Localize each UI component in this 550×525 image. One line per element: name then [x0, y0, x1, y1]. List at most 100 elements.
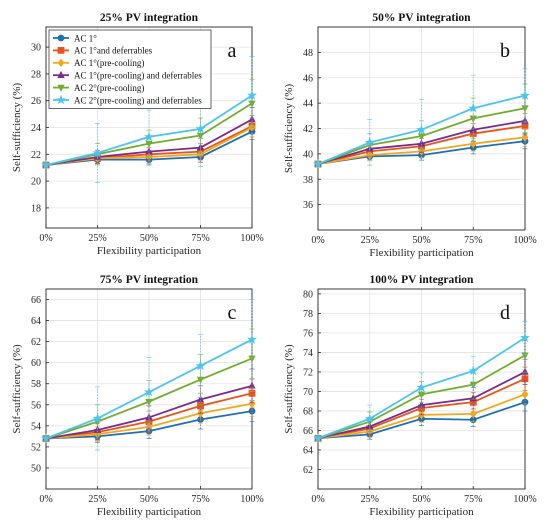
data-point [520, 332, 530, 343]
panel-letter: a [228, 40, 237, 62]
legend-swatch-marker [57, 47, 65, 54]
y-tick-label: 72 [303, 367, 313, 378]
data-point [468, 102, 479, 113]
data-point [195, 123, 206, 134]
y-tick-label: 56 [31, 400, 41, 411]
x-tick-label: 100% [513, 494, 536, 505]
panel-c: 50 52 54 56 58 60 62 64 66 0% 25% 50% 75% 100% 75% PV … [11, 274, 264, 518]
panel-letter: c [228, 302, 237, 324]
data-point [468, 365, 479, 376]
x-tick-label: 25% [88, 233, 106, 244]
legend-swatch-marker [56, 94, 66, 105]
y-tick-label: 58 [31, 379, 41, 390]
data-point [521, 375, 529, 383]
legend-entry: AC 1°(pre-cooling) [74, 58, 144, 68]
y-tick-label: 62 [303, 465, 313, 476]
data-point [41, 159, 51, 170]
series-6 [313, 320, 530, 443]
data-point [247, 334, 257, 344]
y-tick-label: 20 [31, 177, 41, 188]
panel-title: 75% PV integration [100, 274, 199, 286]
data-point [248, 355, 256, 363]
y-tick-label: 68 [303, 406, 313, 417]
data-point [92, 147, 103, 158]
legend-entry: AC 2°(pre-cooling) [74, 83, 144, 93]
x-tick-label: 50% [140, 233, 158, 244]
y-tick-label: 74 [303, 348, 313, 359]
panel-letter: d [500, 302, 510, 324]
data-point [195, 360, 206, 371]
y-axis-label: Self-sufficiency (%) [283, 84, 295, 174]
panel-b: 36 38 40 42 44 46 48 0% 25% 50% 75% 100% 50% PV inte… [283, 12, 537, 259]
series-6 [41, 299, 257, 451]
x-tick-label: 25% [361, 235, 379, 246]
panel-title: 100% PV integration [370, 274, 475, 286]
x-axis-label: Flexibility participation [97, 506, 202, 518]
data-point [313, 158, 323, 169]
y-tick-label: 30 [31, 43, 41, 54]
data-point [417, 400, 426, 408]
y-tick-label: 78 [303, 309, 313, 320]
y-axis-label: Self-sufficiency (%) [283, 344, 295, 434]
x-tick-label: 50% [140, 494, 158, 505]
y-axis-label: Self-sufficiency (%) [11, 344, 23, 434]
legend-entry: AC 1°(pre-cooling) and deferrables [74, 71, 202, 81]
data-point [364, 137, 375, 147]
y-tick-label: 44 [303, 99, 313, 110]
data-point [520, 90, 530, 100]
x-tick-label: 0% [39, 233, 52, 244]
data-point [144, 131, 154, 142]
y-tick-label: 76 [303, 328, 313, 339]
y-tick-label: 38 [303, 175, 313, 186]
series-6 [313, 68, 530, 169]
x-tick-label: 50% [412, 235, 430, 246]
y-tick-label: 52 [31, 442, 41, 453]
y-tick-label: 46 [303, 73, 313, 84]
x-tick-label: 75% [191, 494, 209, 505]
panel-d: 62 64 66 68 70 72 74 76 78 80 0% 25% 50% 75% 100% 100% … [283, 274, 537, 518]
data-point [469, 139, 477, 148]
panel-a: 18 20 22 24 26 28 30 0% 25% 50% 75% 100% 25% PV inte… [11, 12, 264, 257]
y-tick-label: 48 [303, 48, 313, 59]
panel-letter: b [500, 40, 510, 62]
y-tick-label: 42 [303, 124, 313, 135]
data-point [417, 133, 426, 141]
x-tick-label: 0% [311, 235, 324, 246]
data-point [521, 133, 529, 142]
x-tick-label: 0% [311, 494, 324, 505]
y-tick-label: 64 [31, 316, 41, 327]
y-tick-label: 60 [31, 358, 41, 369]
data-point [144, 386, 154, 397]
x-axis-label: Flexibility participation [369, 247, 474, 259]
y-tick-label: 40 [303, 149, 313, 160]
y-axis-label: Self-sufficiency (%) [11, 83, 23, 173]
legend-swatch-marker [57, 84, 65, 92]
x-tick-label: 100% [240, 494, 263, 505]
legend-entry: AC 1° [74, 33, 97, 43]
y-tick-label: 66 [303, 426, 313, 437]
x-tick-label: 100% [240, 233, 263, 244]
data-point [364, 413, 375, 423]
data-point [196, 376, 205, 384]
x-tick-label: 100% [513, 235, 536, 246]
x-axis-label: Flexibility participation [369, 506, 474, 518]
x-tick-label: 50% [412, 494, 430, 505]
data-point [469, 409, 477, 419]
y-tick-label: 36 [303, 200, 313, 211]
y-tick-label: 62 [31, 337, 41, 348]
data-point [248, 407, 256, 415]
y-tick-label: 50 [31, 463, 41, 474]
data-point [313, 433, 323, 443]
data-point [416, 382, 427, 392]
data-point [92, 413, 103, 423]
legend-box [48, 29, 212, 109]
data-point [196, 395, 205, 403]
y-tick-label: 22 [31, 150, 41, 161]
y-tick-label: 66 [31, 295, 41, 306]
data-point [41, 433, 51, 443]
x-tick-label: 75% [464, 494, 482, 505]
x-tick-label: 0% [39, 494, 52, 505]
y-tick-label: 24 [31, 123, 41, 134]
y-tick-label: 18 [31, 203, 41, 214]
y-tick-label: 28 [31, 69, 41, 80]
